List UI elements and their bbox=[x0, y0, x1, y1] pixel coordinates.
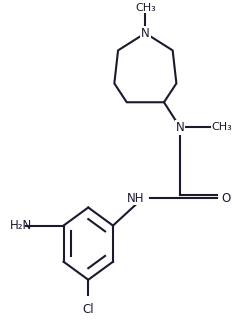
Text: CH₃: CH₃ bbox=[210, 122, 231, 132]
Text: H₂N: H₂N bbox=[10, 219, 32, 232]
Text: O: O bbox=[220, 192, 230, 204]
Text: NH: NH bbox=[126, 192, 144, 204]
Text: N: N bbox=[175, 121, 184, 134]
Text: Cl: Cl bbox=[82, 303, 94, 316]
Text: CH₃: CH₃ bbox=[134, 3, 155, 13]
Text: N: N bbox=[140, 27, 149, 40]
